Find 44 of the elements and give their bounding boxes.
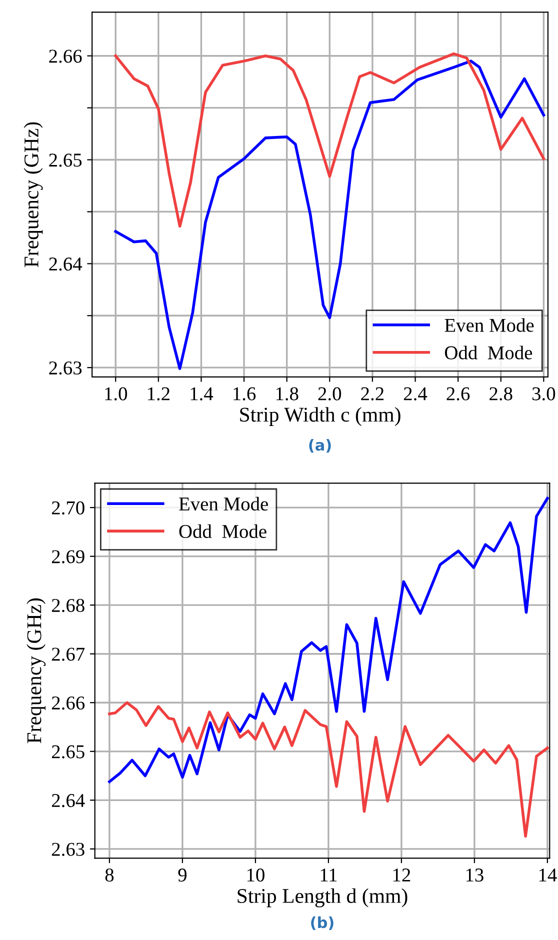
legend-label: Odd Mode xyxy=(179,524,266,538)
line-series xyxy=(114,60,546,370)
y-tick-label: 2.65 xyxy=(49,154,82,167)
x-tick-label: 2.8 xyxy=(490,387,512,400)
text: (b) xyxy=(311,916,334,930)
y-tick-label: 2.69 xyxy=(52,550,84,564)
y-tick-label: 2.66 xyxy=(52,696,85,710)
line-series xyxy=(108,701,549,838)
legend-label: Even Mode xyxy=(444,318,534,332)
x-tick-label: 1.0 xyxy=(105,387,128,400)
x-tick-label: 1.8 xyxy=(276,387,298,400)
y-axis-title: Frequency (GHz) xyxy=(26,598,46,744)
y-tick-label: 2.63 xyxy=(49,361,82,375)
legend-label: Odd Mode xyxy=(444,346,532,360)
x-tick-label: 14 xyxy=(539,868,557,882)
x-tick-label: 2.4 xyxy=(404,387,428,400)
y-tick-label: 2.64 xyxy=(52,794,85,808)
x-tick-label: 2.6 xyxy=(446,387,470,400)
x-tick-label: 8 xyxy=(105,868,114,882)
line-series xyxy=(114,52,546,228)
y-axis-title: Frequency (GHz) xyxy=(24,122,43,268)
y-tick-label: 2.66 xyxy=(49,50,82,63)
x-tick-label: 9 xyxy=(178,868,187,882)
y-tick-label: 2.68 xyxy=(52,598,84,612)
x-tick-label: 3.0 xyxy=(532,387,556,400)
y-tick-label: 2.67 xyxy=(52,648,85,661)
x-tick-label: 2.2 xyxy=(361,387,384,400)
x-tick-label: 10 xyxy=(247,868,264,882)
y-tick-label: 2.63 xyxy=(52,842,84,856)
x-axis-title: Strip Length d (mm) xyxy=(238,888,408,908)
x-tick-label: 12 xyxy=(393,868,410,882)
y-tick-label: 2.65 xyxy=(52,745,84,758)
x-tick-label: 1.2 xyxy=(148,387,170,400)
x-tick-label: 1.4 xyxy=(190,387,214,400)
x-tick-label: 2.0 xyxy=(318,387,342,400)
legend-label: Even Mode xyxy=(179,496,268,511)
x-axis-title: Strip Width c (mm) xyxy=(240,407,400,426)
x-tick-label: 11 xyxy=(320,868,337,882)
x-tick-label: 1.6 xyxy=(234,387,256,400)
line-series xyxy=(108,496,549,784)
x-tick-label: 13 xyxy=(466,868,484,882)
y-tick-label: 2.64 xyxy=(49,258,82,271)
y-tick-label: 2.70 xyxy=(52,501,84,515)
text: (a) xyxy=(309,438,331,453)
